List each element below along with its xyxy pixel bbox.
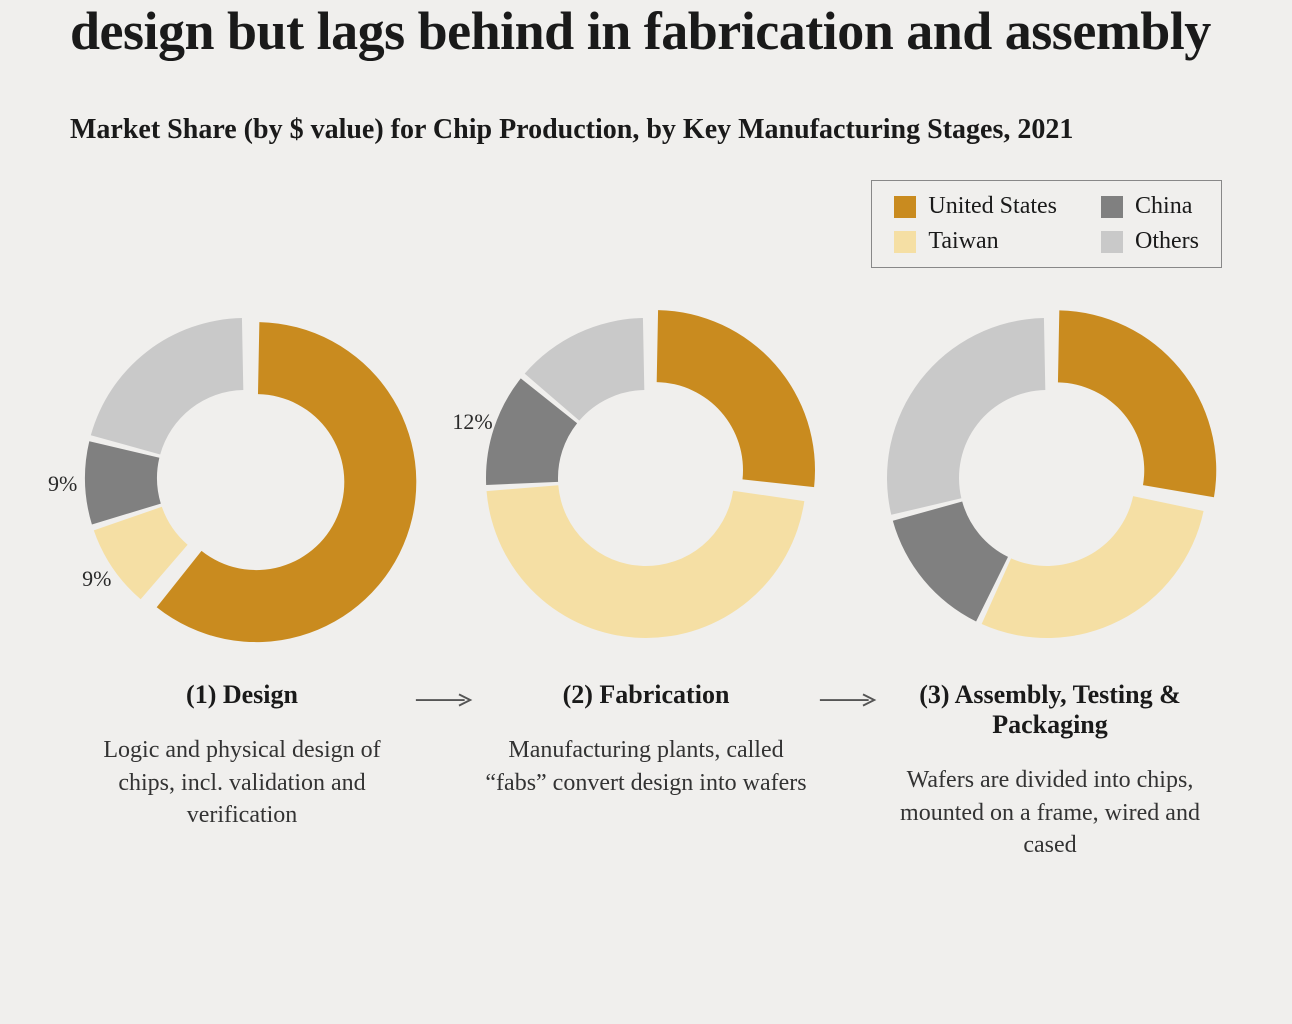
chart-design: 61%9%9%21% bbox=[70, 298, 420, 658]
slice-united-states bbox=[1058, 311, 1216, 498]
stage-col-design: (1) Design Logic and physical design of c… bbox=[70, 680, 414, 831]
legend-label: China bbox=[1135, 193, 1192, 220]
legend-item: China bbox=[1101, 193, 1199, 220]
stage-arrow bbox=[414, 680, 474, 708]
slice-taiwan bbox=[487, 486, 805, 639]
arrow-icon bbox=[818, 692, 878, 708]
legend-swatch bbox=[1101, 196, 1123, 218]
legend-item: United States bbox=[894, 193, 1057, 220]
stage-title: (1) Design bbox=[70, 680, 414, 710]
stage-description: Logic and physical design of chips, incl… bbox=[77, 734, 407, 831]
legend-swatch bbox=[894, 196, 916, 218]
slice-united-states bbox=[657, 311, 815, 488]
stage-col-fabrication: (2) Fabrication Manufacturing plants, cal… bbox=[474, 680, 818, 799]
donut-svg bbox=[65, 298, 425, 658]
donut-svg bbox=[466, 298, 826, 658]
slice-taiwan bbox=[982, 497, 1204, 639]
stage-title: (3) Assembly, Testing & Packaging bbox=[878, 680, 1222, 740]
slice-others bbox=[91, 319, 243, 455]
chart-assembly: 28%29%14%29% bbox=[872, 298, 1222, 658]
stage-title: (2) Fabrication bbox=[474, 680, 818, 710]
arrow-icon bbox=[414, 692, 474, 708]
subtitle: Market Share (by $ value) for Chip Produ… bbox=[70, 112, 1222, 148]
titles-row: (1) Design Logic and physical design of c… bbox=[70, 680, 1222, 861]
stage-description: Wafers are divided into chips, mounted o… bbox=[885, 764, 1215, 861]
charts-row: 61%9%9%21%27%47%12%14%28%29%14%29% bbox=[70, 298, 1222, 658]
legend-item: Others bbox=[1101, 228, 1199, 255]
legend-label: Others bbox=[1135, 228, 1199, 255]
legend-swatch bbox=[894, 231, 916, 253]
slice-china bbox=[893, 502, 1008, 622]
slice-others bbox=[887, 319, 1045, 516]
stage-col-assembly: (3) Assembly, Testing & Packaging Wafers … bbox=[878, 680, 1222, 861]
chart-fabrication: 27%47%12%14% bbox=[471, 298, 821, 658]
infographic-root: design but lags behind in fabrication an… bbox=[0, 0, 1292, 862]
legend-container: United States China Taiwan Others bbox=[70, 180, 1222, 268]
slice-taiwan bbox=[94, 507, 188, 600]
legend-label: Taiwan bbox=[928, 228, 998, 255]
legend-label: United States bbox=[928, 193, 1057, 220]
headline: design but lags behind in fabrication an… bbox=[70, 0, 1222, 62]
legend-item: Taiwan bbox=[894, 228, 1057, 255]
legend-box: United States China Taiwan Others bbox=[871, 180, 1222, 268]
legend-swatch bbox=[1101, 231, 1123, 253]
stage-description: Manufacturing plants, called “fabs” conv… bbox=[481, 734, 811, 799]
donut-design: 61%9%9%21% bbox=[70, 298, 420, 658]
donut-svg bbox=[867, 298, 1227, 658]
stage-arrow bbox=[818, 680, 878, 708]
donut-assembly: 28%29%14%29% bbox=[872, 298, 1222, 658]
donut-fabrication: 27%47%12%14% bbox=[471, 298, 821, 658]
